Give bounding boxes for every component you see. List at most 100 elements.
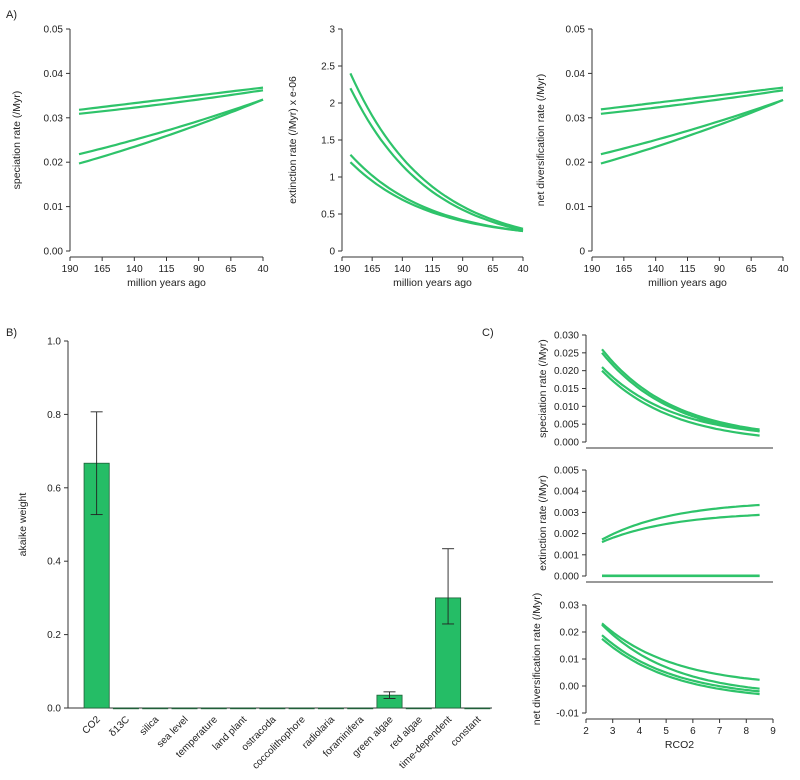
extinction-time-chart: 0 0.5 1 1.5 2 2.5 3 extinction rate (/Myr) x e-…	[287, 25, 529, 290]
series-line-s2	[600, 89, 784, 115]
panel-label-c: C)	[482, 327, 494, 339]
y-tick-label: 0.8	[47, 410, 61, 421]
x-tick-label: 9	[770, 726, 776, 737]
series-line-s2	[349, 87, 524, 232]
x-axis-label: million years ago	[393, 277, 472, 289]
y-tick-label: 0.003	[554, 508, 579, 519]
x-tick-label: 65	[225, 264, 237, 275]
y-tick-label: 1.0	[47, 337, 61, 348]
x-tick-label: 140	[647, 264, 664, 275]
akaike-weight-bar-chart: 0.0 0.2 0.4 0.6 0.8 1.0 akaike weight CO2 δ13C si…	[17, 337, 492, 772]
y-axis-label: net diversification rate (/Myr)	[535, 74, 547, 206]
x-tick-label: 5	[663, 726, 669, 737]
y-tick-label: 0.4	[47, 557, 61, 568]
x-tick-label: 8	[744, 726, 750, 737]
x-tick-label: 3	[610, 726, 616, 737]
y-tick-label: 0.01	[560, 655, 580, 666]
y-tick-label: 2	[329, 99, 335, 110]
bar-radiolaria	[317, 707, 344, 710]
y-axis-label: speciation rate (/Myr)	[11, 91, 23, 190]
y-tick-label: 0	[579, 247, 585, 258]
y-axis-label: akaike weight	[17, 493, 29, 557]
x-tick-label: 115	[680, 264, 696, 275]
bar-silica	[142, 707, 169, 710]
bar-constant	[464, 707, 491, 710]
x-tick-label: 90	[193, 264, 205, 275]
speciation-time-chart: 0.00 0.01 0.02 0.03 0.04 0.05 speciation rate …	[11, 25, 269, 290]
y-tick-label: 0.02	[560, 628, 580, 639]
x-tick-label: 140	[394, 264, 411, 275]
y-tick-label: 1	[329, 173, 335, 184]
y-tick-label: 0.002	[554, 529, 579, 540]
series-line-s4	[349, 161, 524, 233]
y-tick-label: 0.04	[566, 69, 586, 80]
series-line-s1	[600, 86, 784, 111]
category-label: time-dependent	[397, 714, 454, 771]
series-line-s2	[601, 513, 760, 544]
series-line-s3	[600, 98, 784, 156]
series-line-s1	[601, 348, 760, 431]
x-tick-label: 165	[615, 264, 632, 275]
y-tick-label: 0.010	[554, 402, 579, 413]
x-axis-label: million years ago	[648, 277, 727, 289]
y-tick-label: 0.03	[566, 113, 586, 124]
y-tick-label: 0.04	[44, 69, 64, 80]
y-tick-label: 0.020	[554, 366, 579, 377]
category-label: δ13C	[107, 714, 132, 739]
bar-coccolithophore	[288, 707, 315, 710]
x-tick-label: 4	[637, 726, 643, 737]
y-tick-label: 0.030	[554, 331, 579, 342]
y-axis-label: extinction rate (/Myr) x e-06	[287, 76, 299, 204]
y-tick-label: 0.05	[44, 25, 64, 36]
bar-red algae	[405, 707, 432, 710]
series-line-s1	[601, 622, 760, 681]
series-line-s3	[349, 154, 524, 233]
x-tick-label: 115	[425, 264, 441, 275]
x-tick-label: 2	[583, 726, 589, 737]
y-tick-label: 0.005	[554, 420, 579, 431]
y-tick-label: 0.000	[554, 572, 579, 583]
y-axis-label: net diversification rate (/Myr)	[531, 593, 543, 725]
x-tick-label: 165	[364, 264, 381, 275]
bar-ostracoda	[259, 707, 286, 710]
x-tick-label: 7	[717, 726, 723, 737]
series-line-s3	[601, 634, 760, 693]
x-tick-label: 90	[457, 264, 469, 275]
net-diversification-time-chart: 0 0.01 0.02 0.03 0.04 0.05 net diversification…	[535, 25, 789, 290]
x-tick-label: 6	[690, 726, 696, 737]
bar-δ13C	[112, 707, 139, 710]
y-tick-label: 0.01	[566, 202, 586, 213]
x-tick-label: 140	[126, 264, 143, 275]
series-line-s4	[600, 98, 784, 165]
x-tick-label: 40	[257, 264, 269, 275]
y-tick-label: 3	[329, 25, 335, 36]
y-tick-label: 0.6	[47, 483, 61, 494]
x-tick-label: 65	[487, 264, 499, 275]
series-line-s2	[601, 623, 760, 690]
x-tick-label: 65	[746, 264, 758, 275]
y-axis-label: extinction rate (/Myr)	[537, 475, 549, 571]
y-tick-label: 0.004	[554, 487, 579, 498]
x-axis-label: RCO2	[665, 739, 694, 751]
y-tick-label: 0.5	[321, 210, 335, 221]
x-axis-label: million years ago	[127, 277, 206, 289]
series-line-s1	[78, 86, 264, 111]
bar-temperature	[200, 707, 227, 710]
x-tick-label: 165	[94, 264, 111, 275]
series-line-s2	[78, 89, 264, 115]
y-tick-label: 2.5	[321, 62, 335, 73]
series-line-s4	[78, 98, 264, 165]
y-tick-label: 0.015	[554, 384, 579, 395]
y-tick-label: 0.0	[47, 704, 61, 715]
speciation-rco2-chart: 0.000 0.005 0.010 0.015 0.020 0.025 0.030 speci…	[537, 331, 773, 449]
y-tick-label: 0.00	[560, 682, 580, 693]
y-tick-label: 0.03	[44, 113, 64, 124]
x-tick-label: 190	[334, 264, 351, 275]
extinction-rco2-chart: 0.000 0.001 0.002 0.003 0.004 0.005 extinction…	[537, 466, 773, 583]
y-tick-label: 0.005	[554, 466, 579, 477]
category-label: CO2	[80, 714, 103, 737]
series-line-s4	[601, 637, 760, 696]
y-tick-label: 0.000	[554, 438, 579, 449]
series-line-s1	[349, 72, 524, 230]
bar-sea level	[171, 707, 198, 710]
